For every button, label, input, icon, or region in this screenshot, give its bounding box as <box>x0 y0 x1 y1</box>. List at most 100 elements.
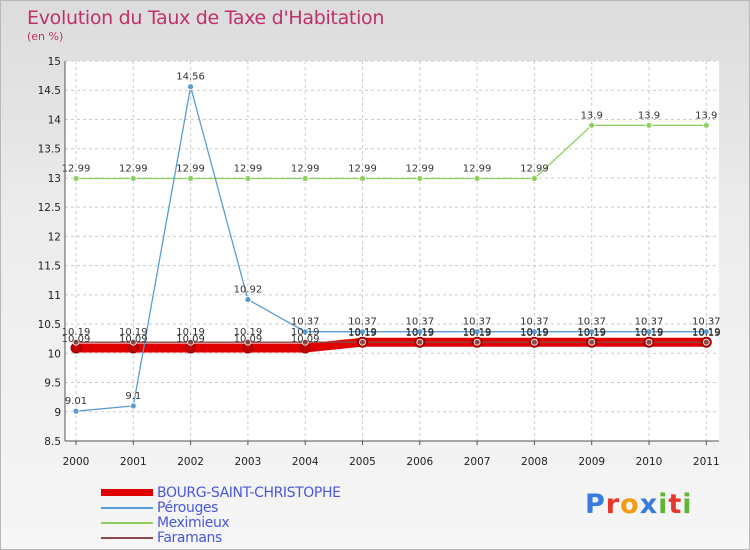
data-point-1 <box>531 328 538 336</box>
data-point-1 <box>359 328 366 336</box>
data-point-2 <box>416 175 424 182</box>
data-label: 10.37 <box>635 317 664 328</box>
logo-letter: x <box>639 489 659 520</box>
legend-swatch <box>101 522 153 524</box>
data-point-2 <box>531 175 538 182</box>
proxiti-logo: Proxiti <box>585 489 693 520</box>
data-point-2 <box>244 175 252 182</box>
data-label: 10.92 <box>234 285 263 296</box>
chart-subtitle: (en %) <box>27 30 64 43</box>
data-label: 10.37 <box>692 317 721 328</box>
data-label: 10.37 <box>577 317 606 328</box>
data-label: 10.37 <box>463 317 492 328</box>
data-point-1 <box>416 328 424 336</box>
x-tick-label: 2005 <box>349 456 376 468</box>
data-point-1 <box>702 328 710 336</box>
data-label: 12.99 <box>119 164 148 175</box>
data-label: 10.09 <box>291 334 320 345</box>
data-point-1 <box>72 407 80 415</box>
y-tick-label: 14 <box>48 114 62 126</box>
data-label: 10.19 <box>577 328 606 339</box>
data-label: 12.99 <box>463 164 492 175</box>
data-label: 13.9 <box>638 110 660 121</box>
data-point-2 <box>702 121 710 129</box>
data-label: 12.99 <box>234 164 263 175</box>
data-label: 10.37 <box>520 317 549 328</box>
data-label: 10.19 <box>692 327 721 338</box>
data-point-2 <box>645 121 653 129</box>
x-tick-label: 2006 <box>406 456 433 468</box>
data-point-2 <box>72 175 80 182</box>
data-point-2 <box>301 175 309 182</box>
data-label: 13.9 <box>695 110 717 121</box>
legend-label: BOURG-SAINT-CHRISTOPHE <box>157 485 341 501</box>
data-label: 10.19 <box>635 328 664 339</box>
data-point-2 <box>187 175 195 182</box>
data-label: 10.19 <box>119 327 148 338</box>
data-point-2 <box>473 175 481 182</box>
data-point-1 <box>244 296 252 303</box>
y-tick-label: 13.5 <box>38 144 61 156</box>
data-point-3 <box>416 338 424 346</box>
logo-letter: P <box>585 489 606 520</box>
data-label: 10.19 <box>635 327 664 338</box>
plot-area <box>65 61 719 441</box>
y-tick-label: 12 <box>48 231 61 243</box>
legend-label: Faramans <box>157 530 222 546</box>
data-point-3 <box>473 338 481 346</box>
data-point-3 <box>301 338 309 346</box>
data-label: 12.99 <box>291 164 320 175</box>
data-label: 12.99 <box>62 164 91 175</box>
x-tick-label: 2001 <box>120 456 147 468</box>
y-tick-label: 11.5 <box>38 261 61 273</box>
data-label: 13.9 <box>581 110 603 121</box>
data-label: 10.19 <box>463 328 492 339</box>
data-label: 10.09 <box>234 334 263 345</box>
data-label: 10.19 <box>176 327 205 338</box>
data-label: 10.19 <box>520 328 549 339</box>
data-point-1 <box>301 328 309 336</box>
x-tick-label: 2007 <box>464 456 491 468</box>
data-point-3 <box>187 338 195 346</box>
logo-letter: o <box>620 489 640 520</box>
x-tick-label: 2010 <box>636 456 663 468</box>
data-point-3 <box>244 338 252 346</box>
data-label: 14.56 <box>176 72 205 83</box>
data-point-3 <box>645 338 653 346</box>
y-tick-label: 11 <box>48 290 61 302</box>
data-point-3 <box>129 338 137 346</box>
legend-label: Meximieux <box>157 515 230 531</box>
legend-swatch <box>101 537 153 539</box>
x-tick-label: 2009 <box>578 456 605 468</box>
data-label: 9.1 <box>125 391 141 402</box>
chart-title: Evolution du Taux de Taxe d'Habitation <box>27 7 385 29</box>
y-tick-label: 12.5 <box>38 202 61 214</box>
data-label: 10.19 <box>463 327 492 338</box>
data-label: 12.99 <box>176 164 205 175</box>
data-label: 10.09 <box>62 334 91 345</box>
y-tick-label: 8.5 <box>44 436 61 448</box>
data-label: 10.37 <box>405 317 434 328</box>
data-label: 10.09 <box>176 334 205 345</box>
data-label: 10.19 <box>348 328 377 339</box>
data-label: 12.99 <box>520 164 549 175</box>
data-point-3 <box>702 338 710 346</box>
data-point-2 <box>359 175 366 182</box>
logo-letter: i <box>658 489 669 520</box>
logo-letter: r <box>605 489 621 520</box>
data-label: 10.19 <box>692 328 721 339</box>
y-tick-label: 10 <box>48 348 61 360</box>
series-line-2 <box>76 124 707 180</box>
data-point-1 <box>187 83 195 91</box>
legend-swatch <box>101 507 153 509</box>
x-tick-label: 2003 <box>235 456 262 468</box>
data-point-3 <box>588 338 596 346</box>
data-label: 10.19 <box>405 328 434 339</box>
data-label: 10.19 <box>520 327 549 338</box>
data-point-2 <box>129 175 137 182</box>
x-tick-label: 2002 <box>177 456 204 468</box>
y-tick-label: 13 <box>48 173 61 185</box>
data-point-1 <box>473 328 481 336</box>
